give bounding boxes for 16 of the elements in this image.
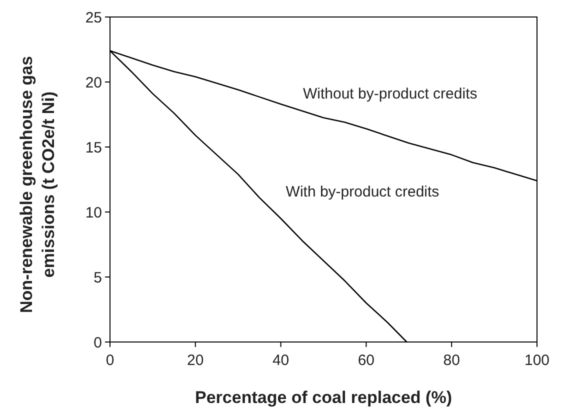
x-tick-label: 80	[443, 352, 460, 369]
y-axis-title: Non-renewable greenhouse gas emissions (t CO2e/t Ni)	[16, 55, 59, 315]
x-tick-label: 0	[106, 352, 114, 369]
x-tick-label: 20	[187, 352, 204, 369]
x-axis-title: Percentage of coal replaced (%)	[195, 388, 452, 407]
x-tick-label: 40	[272, 352, 290, 369]
y-tick-label: 25	[85, 9, 102, 26]
x-tick-label: 60	[358, 352, 375, 369]
series-label: With by-product credits	[286, 184, 440, 201]
y-tick-label: 20	[85, 74, 102, 92]
y-tick-label: 5	[94, 269, 102, 286]
series-label: Without by-product credits	[303, 85, 478, 102]
y-tick-label: 15	[85, 139, 102, 156]
y-tick-label: 0	[94, 334, 102, 352]
y-tick-label: 10	[85, 204, 102, 222]
x-tick-label: 100	[524, 352, 550, 369]
